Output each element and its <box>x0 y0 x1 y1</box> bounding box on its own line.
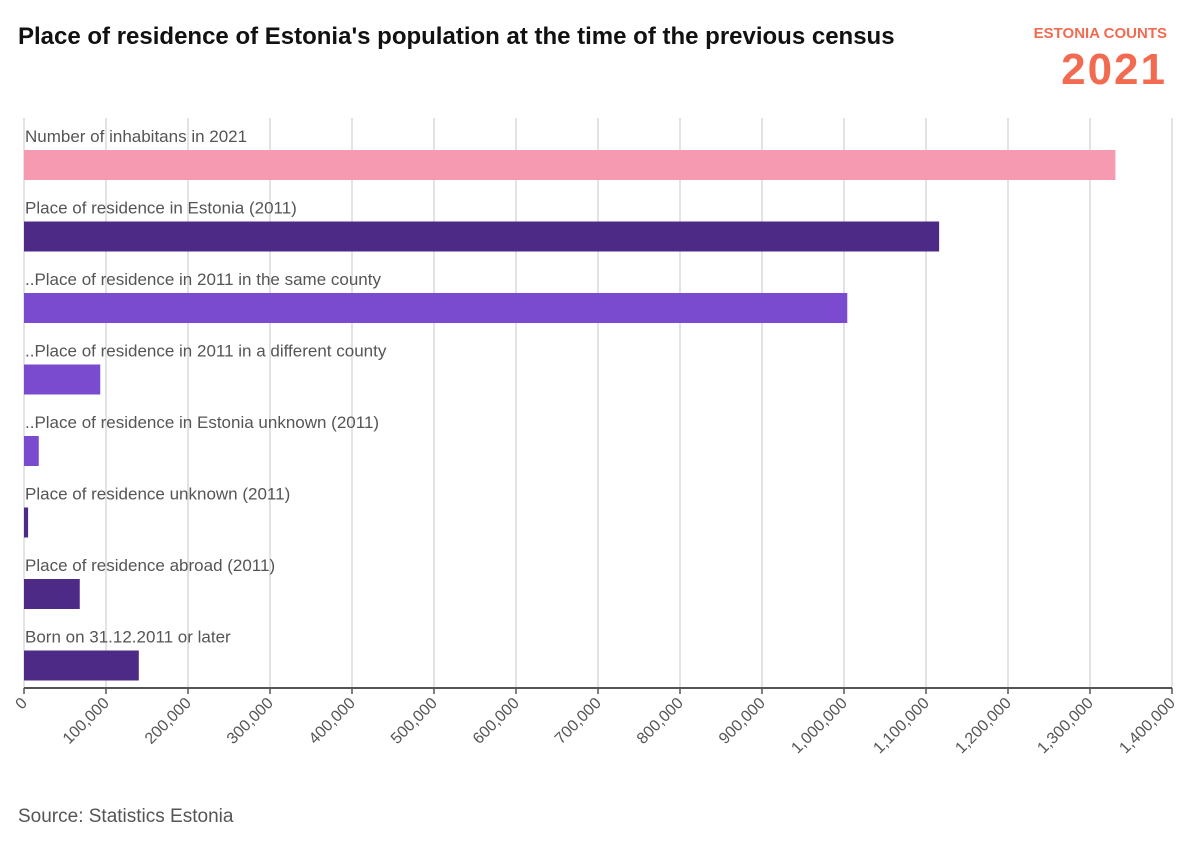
x-tick-label: 600,000 <box>470 695 523 748</box>
x-tick-label: 1,000,000 <box>788 695 850 757</box>
category-label: Place of residence unknown (2011) <box>25 485 290 504</box>
bar <box>24 579 80 609</box>
x-tick-label: 100,000 <box>60 695 113 748</box>
bar <box>24 364 101 395</box>
bar <box>24 436 39 466</box>
x-tick-label: 1,100,000 <box>870 695 932 757</box>
x-tick-label: 900,000 <box>716 695 769 748</box>
x-tick-label: 700,000 <box>552 695 605 748</box>
category-label: ..Place of residence in 2011 in a differ… <box>25 342 387 361</box>
source: Source: Statistics Estonia <box>18 806 234 827</box>
category-label: Number of inhabitans in 2021 <box>25 127 247 146</box>
x-tick-label: 300,000 <box>224 695 277 748</box>
bar <box>24 293 848 323</box>
x-tick-label: 0 <box>13 695 31 713</box>
chart-title: Place of residence of Estonia's populati… <box>18 23 895 50</box>
category-label: ..Place of residence in Estonia unknown … <box>25 413 379 432</box>
x-tick-label: 200,000 <box>142 695 195 748</box>
bar <box>24 507 29 538</box>
category-label: Born on 31.12.2011 or later <box>25 628 231 647</box>
category-label: Place of residence abroad (2011) <box>25 556 275 575</box>
x-tick-label: 1,300,000 <box>1034 695 1096 757</box>
category-label: ..Place of residence in 2011 in the same… <box>25 270 381 289</box>
category-label: Place of residence in Estonia (2011) <box>25 199 297 218</box>
x-tick-label: 1,200,000 <box>952 695 1014 757</box>
logo-bottom: 2021 <box>1061 45 1167 94</box>
x-tick-label: 1,400,000 <box>1116 695 1178 757</box>
x-tick-label: 500,000 <box>388 695 441 748</box>
bar <box>24 221 940 252</box>
bar <box>24 150 1116 180</box>
logo-top: ESTONIA COUNTS <box>1034 25 1167 42</box>
bar <box>24 650 139 681</box>
x-tick-label: 800,000 <box>634 695 687 748</box>
x-tick-label: 400,000 <box>306 695 359 748</box>
